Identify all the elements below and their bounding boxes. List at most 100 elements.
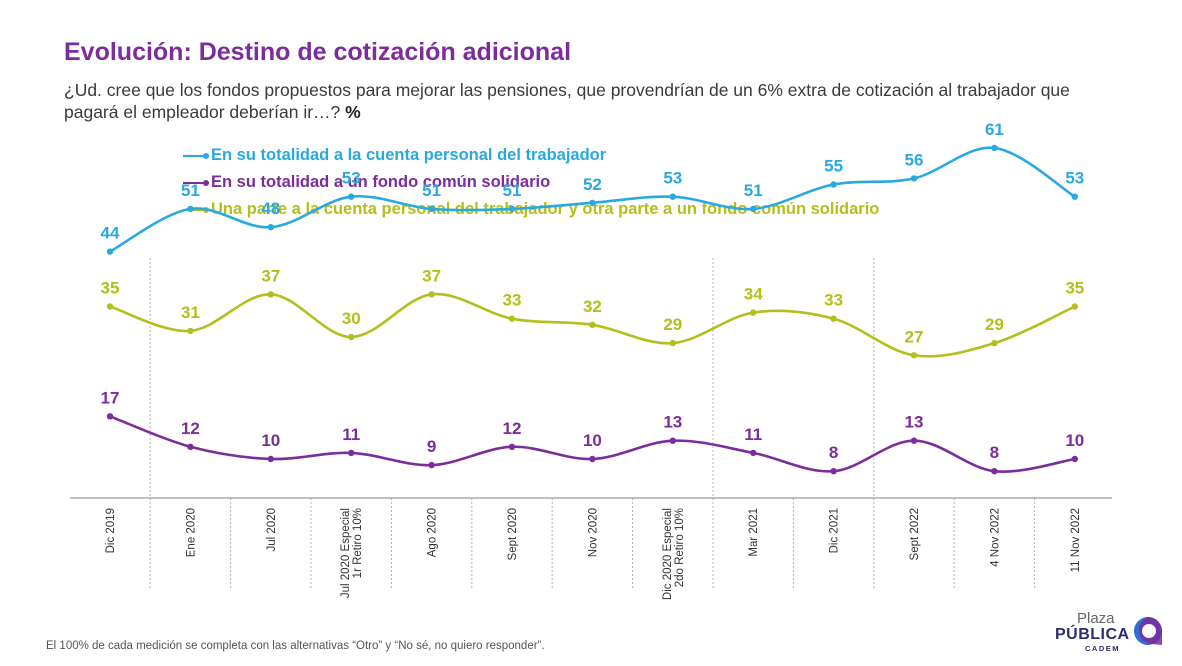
x-tick-label: Ene 2020 xyxy=(185,508,197,557)
x-tick-label: Sept 2022 xyxy=(909,508,921,560)
series-3-data-label: 37 xyxy=(261,266,280,285)
series-2-point xyxy=(428,461,435,469)
series-1-data-label: 51 xyxy=(422,181,441,200)
survey-question: ¿Ud. cree que los fondos propuestos para… xyxy=(64,79,1104,123)
series-3-data-label: 30 xyxy=(342,309,361,328)
series-3-data-label: 34 xyxy=(744,285,763,304)
series-1-point xyxy=(1071,193,1079,200)
series-1-data-label: 56 xyxy=(905,150,924,169)
x-tick-label: 4 Nov 2022 xyxy=(989,508,1001,567)
series-3-data-label: 27 xyxy=(905,327,924,346)
x-tick-label: Mar 2021 xyxy=(748,508,760,557)
series-3-data-label: 33 xyxy=(503,291,522,310)
series-1-data-label: 48 xyxy=(261,199,280,218)
series-1-point xyxy=(750,205,757,213)
series-2-data-label: 9 xyxy=(427,437,436,456)
series-2-data-label: 10 xyxy=(1065,431,1084,450)
series-3-data-label: 35 xyxy=(1065,279,1084,298)
series-2-data-label: 11 xyxy=(342,425,360,444)
series-3-point xyxy=(267,291,274,298)
series-1-data-label: 53 xyxy=(1065,169,1084,188)
series-1-point xyxy=(348,193,355,200)
series-3-point xyxy=(508,315,516,322)
series-2-data-label: 8 xyxy=(829,443,838,462)
chart-title: Evolución: Destino de cotización adicion… xyxy=(64,38,572,66)
series-3-data-label: 37 xyxy=(422,266,441,285)
series-3-point xyxy=(348,333,355,341)
series-1-point xyxy=(589,199,596,206)
series-3-point xyxy=(669,339,676,347)
legend-swatch-series-2 xyxy=(183,177,209,189)
series-2-data-label: 11 xyxy=(744,425,762,444)
series-3-point xyxy=(750,309,757,316)
series-3-point xyxy=(991,339,998,347)
series-2-data-label: 13 xyxy=(663,413,682,432)
series-2-data-label: 10 xyxy=(583,431,602,450)
x-tick-label: 11 Nov 2022 xyxy=(1070,508,1082,572)
series-1-point xyxy=(508,205,516,213)
series-3-data-label: 29 xyxy=(663,315,682,334)
question-text: ¿Ud. cree que los fondos propuestos para… xyxy=(64,80,1070,122)
series-3-point xyxy=(187,327,194,335)
series-1-point xyxy=(187,205,194,213)
series-2-data-label: 13 xyxy=(905,413,924,432)
series-2-data-label: 12 xyxy=(503,419,522,438)
x-tick-label: Dic 2019 xyxy=(105,508,117,553)
x-tick-label: Jul 2020 Especial1r Retiro 10% xyxy=(340,508,364,598)
series-3-data-label: 32 xyxy=(583,297,602,316)
series-2-data-label: 17 xyxy=(101,388,120,407)
question-unit: % xyxy=(345,102,361,122)
series-2-data-label: 8 xyxy=(990,443,999,462)
series-2-point xyxy=(1071,455,1079,463)
x-tick-label: Dic 2020 Especial2do Retiro 10% xyxy=(662,508,686,600)
series-2-data-label: 12 xyxy=(181,419,200,438)
series-1-point xyxy=(669,193,676,200)
series-1-point xyxy=(830,181,837,188)
series-2-point xyxy=(106,413,114,420)
series-1-data-label: 51 xyxy=(503,181,522,200)
series-1-data-label: 51 xyxy=(181,181,200,200)
series-2-point xyxy=(348,449,355,457)
series-1-data-label: 52 xyxy=(583,175,602,194)
x-tick-label: Ago 2020 xyxy=(427,508,439,557)
series-1-point xyxy=(910,175,918,182)
series-3-point xyxy=(1071,303,1079,310)
series-2-point xyxy=(991,468,998,475)
series-2-point xyxy=(830,468,837,475)
series-1-data-label: 44 xyxy=(101,224,120,243)
series-2-point xyxy=(187,443,194,450)
series-2-point xyxy=(669,437,676,444)
series-3-point xyxy=(428,291,435,298)
x-tick-label: Sept 2020 xyxy=(507,508,519,560)
series-1-point xyxy=(428,205,435,213)
legend-label-series-2: En su totalidad a un fondo común solidar… xyxy=(211,173,551,191)
series-2-point xyxy=(589,455,596,463)
series-1-data-label: 53 xyxy=(663,169,682,188)
series-2-point xyxy=(267,455,274,463)
series-3-data-label: 29 xyxy=(985,315,1004,334)
series-1-data-label: 53 xyxy=(342,169,361,188)
chart-legend: En su totalidad a la cuenta personal del… xyxy=(183,142,879,223)
plaza-publica-cadem-logo: Plaza PÚBLICA CADEM xyxy=(1055,610,1167,656)
series-2-point xyxy=(508,443,516,450)
series-1-data-label: 61 xyxy=(985,120,1004,139)
series-2-point xyxy=(750,449,757,457)
series-3-point xyxy=(589,321,596,328)
series-3-point xyxy=(106,303,114,310)
legend-label-series-1: En su totalidad a la cuenta personal del… xyxy=(211,146,607,164)
series-2-data-label: 10 xyxy=(261,431,280,450)
footnote: El 100% de cada medición se completa con… xyxy=(46,640,545,652)
series-1-point xyxy=(106,248,114,255)
series-1-data-label: 55 xyxy=(824,157,843,176)
series-3-point xyxy=(830,315,837,322)
series-3-point xyxy=(910,352,918,359)
speech-bubble-logo-icon xyxy=(1134,617,1162,645)
legend-item-series-2: En su totalidad a un fondo común solidar… xyxy=(183,169,879,196)
series-3-data-label: 33 xyxy=(824,291,843,310)
series-1-data-label: 51 xyxy=(744,181,763,200)
x-tick-label: Dic 2021 xyxy=(829,508,841,553)
series-1-point xyxy=(991,144,998,152)
legend-item-series-1: En su totalidad a la cuenta personal del… xyxy=(183,142,879,169)
series-3-data-label: 31 xyxy=(181,303,200,322)
